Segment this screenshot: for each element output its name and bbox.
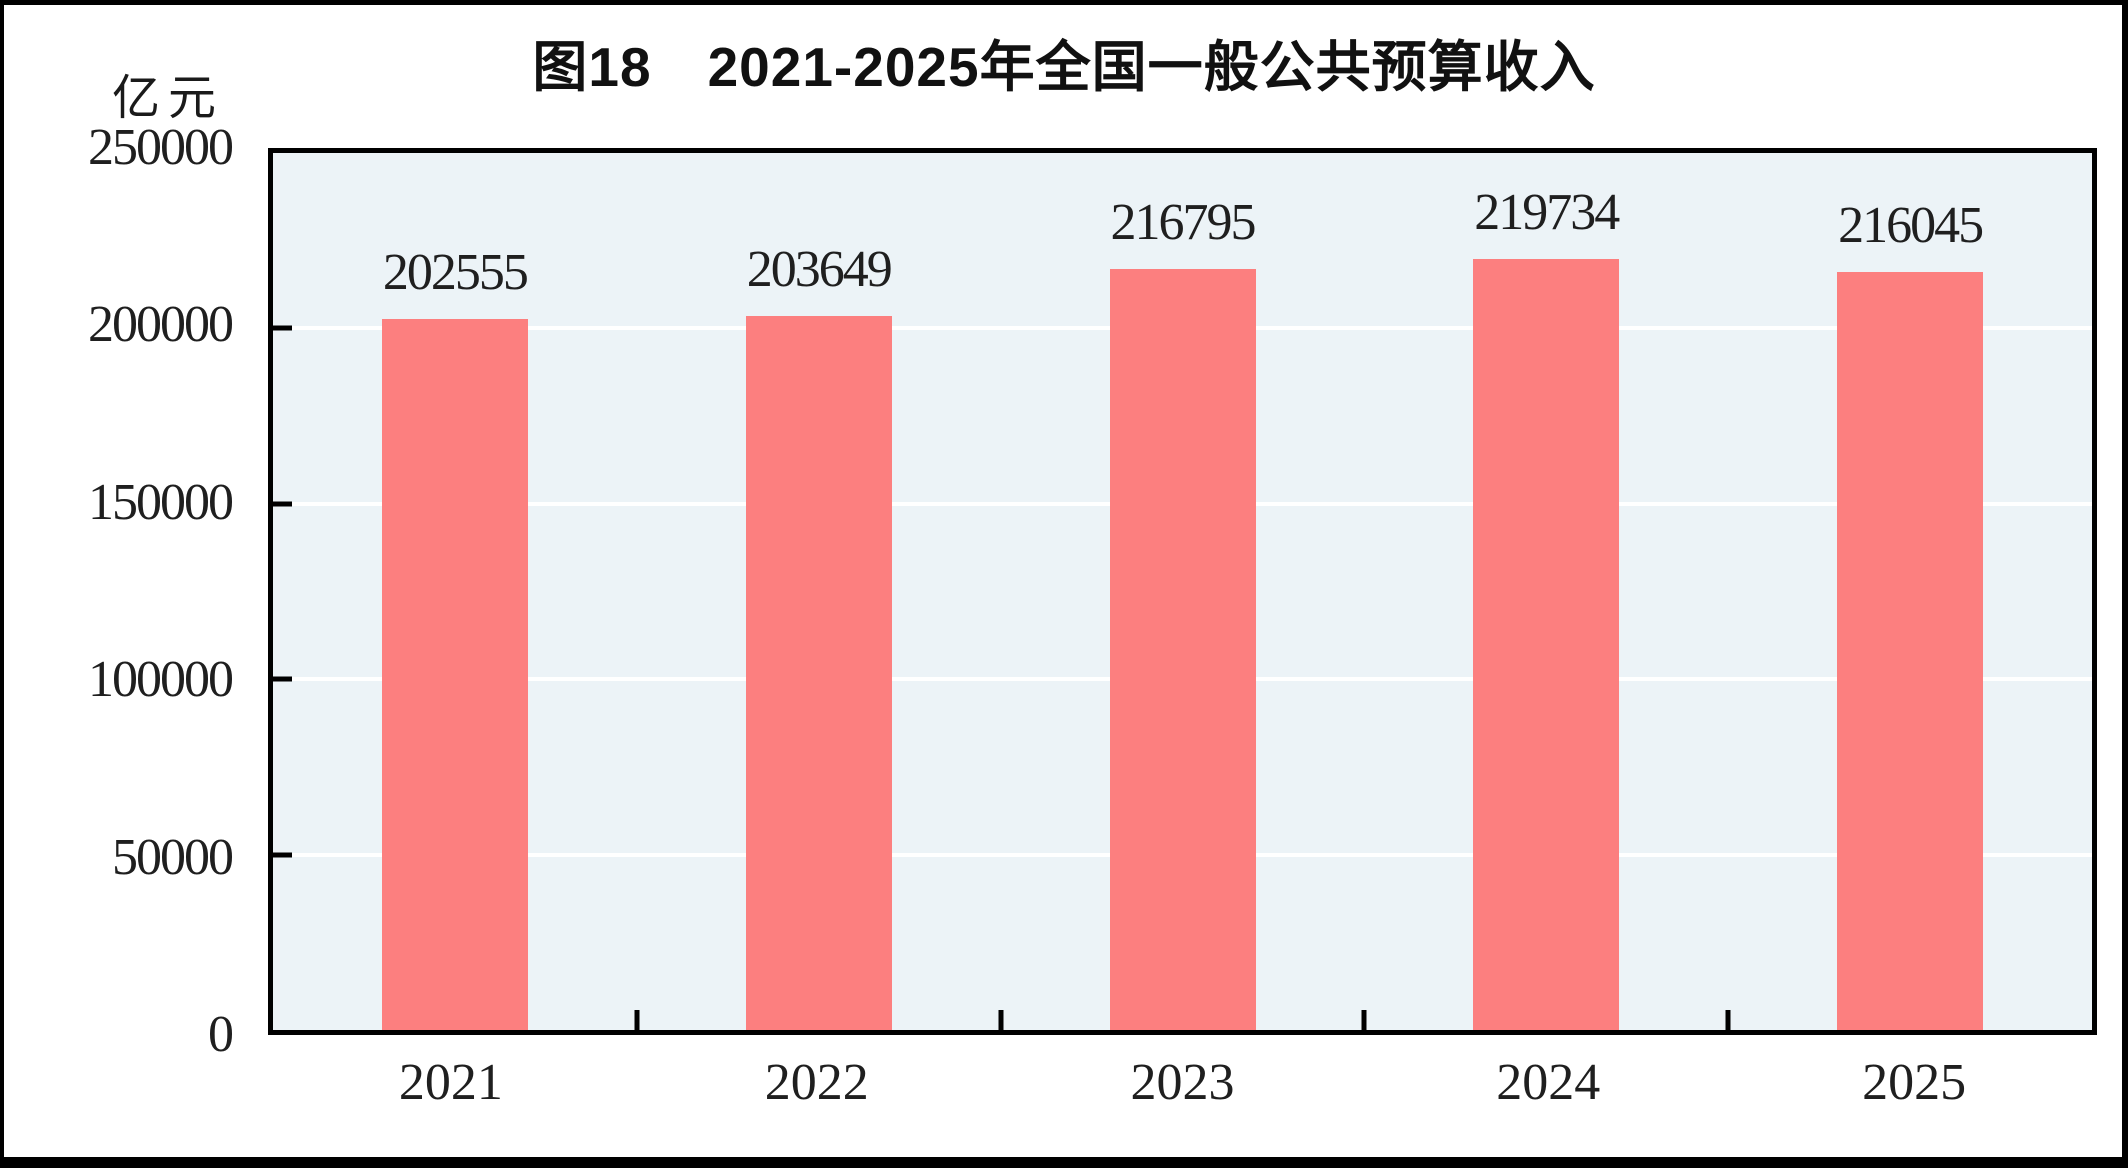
x-axis-category-labels: 2021 2022 2023 2024 2025 [268, 1057, 2097, 1109]
bar-2022 [745, 315, 892, 1030]
x-label-2025: 2025 [1862, 1054, 1967, 1111]
y-axis-tick-labels: 0 50000 100000 150000 200000 250000 [40, 122, 234, 1061]
bar-value-label-2025: 216045 [1838, 197, 1984, 255]
frame-border-top [0, 0, 2128, 5]
y-tick-label-200000: 200000 [88, 296, 234, 354]
y-tick-label-150000: 150000 [88, 473, 234, 531]
y-axis-tick [273, 676, 292, 682]
x-label-2023: 2023 [1130, 1054, 1235, 1111]
frame-border-right [2122, 0, 2128, 1168]
chart-title: 图18 2021-2025年全国一般公共预算收入 [532, 36, 1596, 98]
bar-2021 [381, 319, 528, 1030]
bar-2025 [1837, 272, 1984, 1030]
frame-border-bottom [0, 1157, 2128, 1168]
x-label-2022: 2022 [764, 1054, 869, 1111]
bar-value-label-2021: 202555 [382, 244, 529, 302]
bar-2024 [1473, 259, 1620, 1030]
x-axis-tick [1361, 1010, 1367, 1030]
plot-area: 202555 203649 216795 219734 216045 [268, 148, 2097, 1035]
bar-2023 [1109, 269, 1256, 1030]
bar-value-label-2023: 216795 [1110, 194, 1257, 252]
x-label-2024: 2024 [1496, 1054, 1601, 1111]
y-axis-unit-label: 亿元 [112, 72, 225, 125]
y-axis-tick [273, 325, 292, 331]
bar-value-label-2024: 219734 [1474, 184, 1620, 242]
frame-border-left [0, 0, 4, 1168]
y-tick-label-0: 0 [208, 1006, 234, 1063]
y-tick-label-100000: 100000 [88, 651, 234, 709]
bar-value-label-2022: 203649 [746, 240, 893, 298]
y-tick-label-50000: 50000 [112, 828, 234, 886]
x-axis-tick [1725, 1010, 1731, 1030]
y-tick-label-250000: 250000 [88, 119, 234, 176]
x-label-2021: 2021 [398, 1054, 503, 1111]
y-axis-tick [273, 852, 292, 858]
x-axis-tick [998, 1010, 1004, 1030]
x-axis-tick [634, 1010, 640, 1030]
y-axis-tick [273, 501, 292, 507]
